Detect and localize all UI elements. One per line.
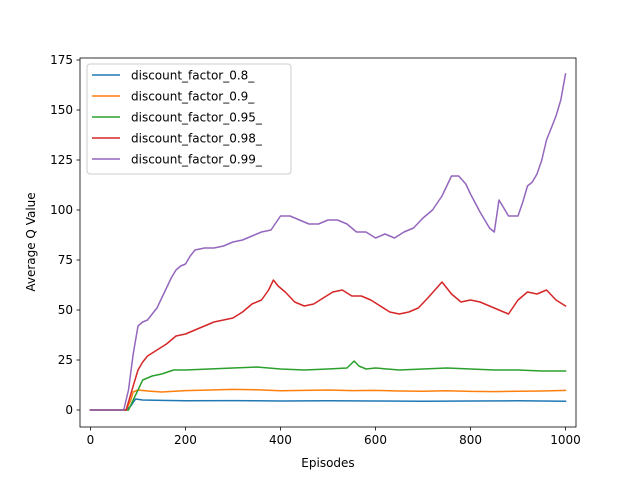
legend-box bbox=[86, 63, 292, 175]
x-tick-label-1: 200 bbox=[174, 433, 197, 447]
y-tick-label-4: 100 bbox=[50, 203, 73, 217]
x-tick-label-5: 1000 bbox=[550, 433, 581, 447]
series-line-2 bbox=[89, 360, 567, 411]
legend-label-4: discount_factor_0.99_ bbox=[131, 153, 263, 167]
plot-frame bbox=[79, 57, 577, 428]
x-tick-label-0: 0 bbox=[87, 433, 95, 447]
legend-label-2: discount_factor_0.95_ bbox=[131, 111, 263, 125]
series-line-0 bbox=[89, 398, 567, 411]
y-tick-label-5: 125 bbox=[50, 153, 73, 167]
legend: discount_factor_0.8_ discount_factor_0.9_… bbox=[86, 63, 292, 175]
legend-label-0: discount_factor_0.8_ bbox=[131, 69, 255, 83]
y-axis-title: Average Q Value bbox=[24, 192, 38, 291]
y-tick-label-1: 25 bbox=[58, 353, 73, 367]
y-tick-label-6: 150 bbox=[50, 103, 73, 117]
y-axis: 0 25 50 75 100 125 150 175 bbox=[50, 53, 80, 417]
y-tick-label-2: 50 bbox=[58, 303, 73, 317]
x-axis-title: Episodes bbox=[301, 456, 354, 470]
x-axis: 0 200 400 600 800 1000 bbox=[87, 427, 581, 447]
series-layer bbox=[89, 73, 567, 411]
series-line-3 bbox=[89, 279, 567, 411]
y-tick-label-0: 0 bbox=[65, 403, 73, 417]
legend-label-1: discount_factor_0.9_ bbox=[131, 90, 255, 104]
series-line-4 bbox=[89, 73, 567, 411]
x-tick-label-2: 400 bbox=[269, 433, 292, 447]
x-tick-label-4: 800 bbox=[459, 433, 482, 447]
legend-label-3: discount_factor_0.98_ bbox=[131, 132, 263, 146]
x-tick-label-3: 600 bbox=[364, 433, 387, 447]
y-tick-label-7: 175 bbox=[50, 53, 73, 67]
y-tick-label-3: 75 bbox=[58, 253, 73, 267]
